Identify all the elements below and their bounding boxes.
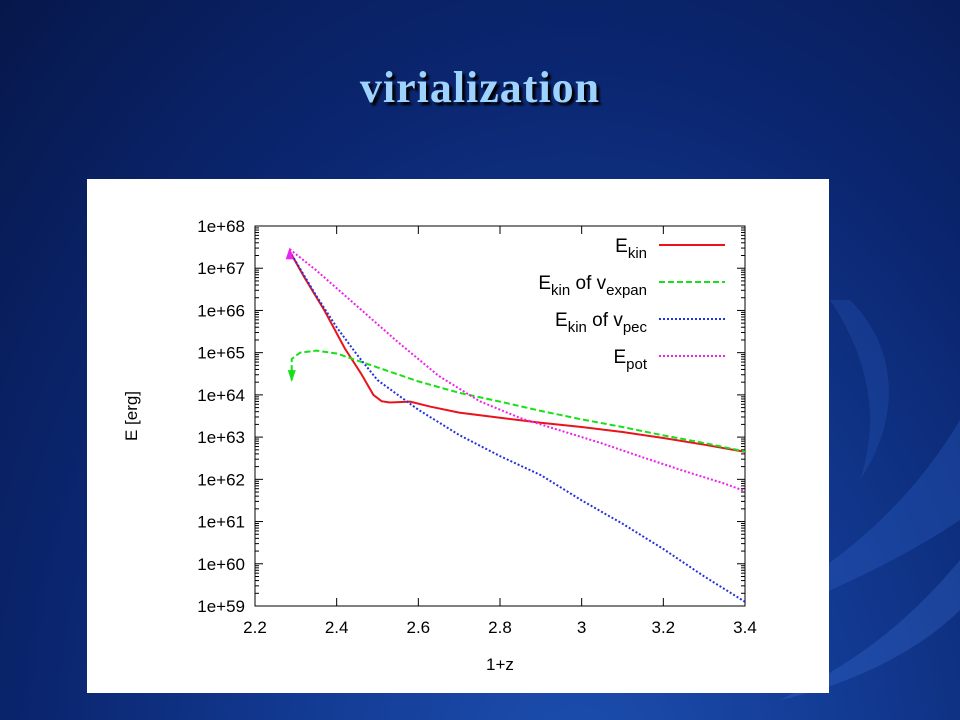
x-tick-label: 3.4 xyxy=(733,618,757,637)
slide-title: virialization xyxy=(359,63,601,112)
legend-label-2: Ekin of vpec xyxy=(555,310,647,336)
legend-part-of: of xyxy=(587,310,613,331)
legend-part-sub: kin xyxy=(568,319,587,336)
legend-part-var_sub: expan xyxy=(606,282,647,299)
y-tick-label: 1e+61 xyxy=(197,513,245,532)
plot-panel: 2.2 2.4 2.6 2.8 3 3.2 3.4 1e+59 1e+60 1e+61 1e+62 1… xyxy=(87,179,829,693)
x-tick-label: 2.4 xyxy=(325,618,349,637)
y-axis-label: E [erg] xyxy=(122,391,141,441)
legend-part-of: of xyxy=(570,273,596,294)
series-line-0 xyxy=(288,250,745,453)
series-arrowhead-1 xyxy=(287,370,296,383)
series-line-3 xyxy=(289,248,745,493)
legend-part-sub: kin xyxy=(628,245,647,262)
y-tick-label: 1e+65 xyxy=(197,344,245,363)
y-tick-label: 1e+63 xyxy=(197,428,245,447)
x-tick-label: 2.2 xyxy=(243,618,267,637)
legend-label-1: Ekin of vexpan xyxy=(538,273,647,299)
legend-part-var: v xyxy=(597,273,607,294)
series-arrowhead-3 xyxy=(285,247,294,260)
x-axis-label: 1+z xyxy=(486,655,514,674)
x-tick-label: 3.2 xyxy=(652,618,676,637)
x-tick-label: 2.6 xyxy=(407,618,431,637)
x-tick-label: 2.8 xyxy=(488,618,512,637)
y-tick-label: 1e+68 xyxy=(197,217,245,236)
y-tick-label: 1e+62 xyxy=(197,470,245,489)
legend-part-base: E xyxy=(615,236,628,257)
y-tick-label: 1e+67 xyxy=(197,259,245,278)
y-tick-label: 1e+60 xyxy=(197,555,245,574)
legend-part-base: E xyxy=(555,310,568,331)
legend-part-var_sub: pec xyxy=(623,319,648,336)
legend-part-sub: pot xyxy=(626,356,648,373)
y-tick-label: 1e+66 xyxy=(197,301,245,320)
y-tick-label: 1e+64 xyxy=(197,386,245,405)
series-line-1 xyxy=(290,349,745,453)
legend-label-0: Ekin xyxy=(615,236,647,262)
legend-part-sub: kin xyxy=(551,282,570,299)
legend-part-base: E xyxy=(538,273,551,294)
x-tick-label: 3 xyxy=(577,618,586,637)
legend-part-base: E xyxy=(613,347,626,368)
legend-part-var: v xyxy=(613,310,623,331)
energy-chart: 2.2 2.4 2.6 2.8 3 3.2 3.4 1e+59 1e+60 1e+61 1e+62 1… xyxy=(122,217,757,674)
y-tick-label: 1e+59 xyxy=(197,597,245,616)
series-line-2 xyxy=(288,250,745,603)
legend-label-3: Epot xyxy=(613,347,647,373)
